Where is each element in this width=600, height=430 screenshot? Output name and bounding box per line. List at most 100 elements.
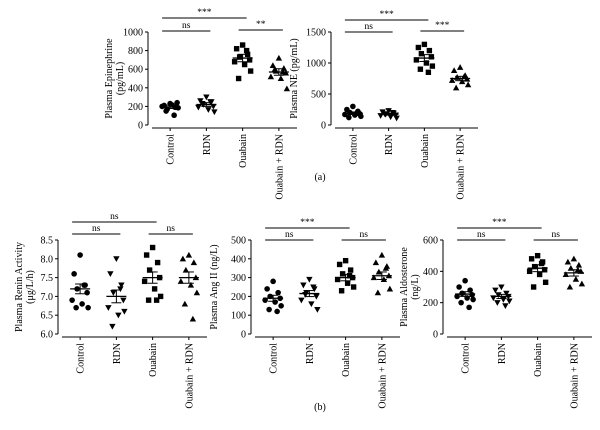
data-point bbox=[120, 297, 127, 304]
series-ouabain bbox=[526, 252, 549, 290]
data-point bbox=[157, 293, 164, 300]
series-control bbox=[454, 277, 476, 311]
significance-label: *** bbox=[492, 218, 507, 228]
significance-label: ns bbox=[360, 230, 369, 240]
data-point bbox=[538, 260, 545, 267]
category-label: Ouabain + RDN bbox=[274, 134, 285, 200]
data-point bbox=[387, 114, 394, 121]
data-point bbox=[372, 259, 380, 266]
data-point bbox=[117, 286, 124, 293]
y-tick-label: 1000 bbox=[306, 59, 326, 70]
data-point bbox=[264, 286, 270, 292]
data-point bbox=[174, 99, 180, 106]
series-ouabain bbox=[231, 42, 254, 82]
significance-label: ns bbox=[182, 21, 191, 31]
data-point bbox=[151, 286, 158, 292]
data-point bbox=[350, 103, 356, 110]
y-tick-label: 400 bbox=[231, 254, 246, 265]
data-point bbox=[241, 61, 248, 68]
data-point bbox=[107, 271, 114, 278]
y-tick-label: 300 bbox=[231, 273, 246, 284]
series-rdn bbox=[195, 94, 218, 116]
data-point bbox=[189, 315, 197, 322]
data-point bbox=[185, 251, 193, 258]
data-point bbox=[462, 277, 468, 284]
data-point bbox=[338, 288, 345, 294]
data-point bbox=[110, 290, 117, 296]
data-point bbox=[370, 274, 378, 281]
y-tick-label: 1000 bbox=[123, 28, 143, 39]
y-tick-label: 8.5 bbox=[41, 236, 54, 247]
significance-label: *** bbox=[300, 218, 315, 228]
data-point bbox=[385, 108, 392, 114]
data-point bbox=[530, 284, 537, 290]
y-tick-label: 600 bbox=[128, 65, 143, 76]
y-axis-label: Plasma Epinephrine(pg/mL) bbox=[104, 38, 126, 119]
series-control bbox=[69, 252, 91, 311]
data-point bbox=[572, 275, 580, 282]
y-tick-label: 0 bbox=[433, 330, 438, 341]
data-point bbox=[374, 289, 382, 296]
data-point bbox=[274, 308, 280, 315]
data-point bbox=[278, 303, 284, 309]
category-label: Ouabain bbox=[420, 134, 431, 168]
data-point bbox=[492, 287, 499, 294]
data-point bbox=[386, 285, 394, 292]
y-axis-label: Plasma Aldosterone(ng/L) bbox=[399, 247, 421, 327]
series-control bbox=[262, 278, 284, 315]
significance-label: *** bbox=[435, 21, 450, 31]
data-point bbox=[79, 301, 85, 307]
y-axis-label: Plasma Renin Activity(μg/L/h) bbox=[14, 242, 36, 332]
data-point bbox=[503, 290, 510, 297]
data-point bbox=[145, 297, 152, 303]
data-point bbox=[235, 75, 242, 82]
data-point bbox=[336, 261, 343, 268]
data-point bbox=[85, 304, 91, 311]
data-point bbox=[73, 304, 79, 311]
data-point bbox=[105, 305, 112, 311]
category-label: Ouabain bbox=[148, 343, 159, 377]
data-point bbox=[450, 67, 458, 73]
y-tick-label: 200 bbox=[128, 102, 143, 113]
data-point bbox=[426, 47, 433, 54]
data-point bbox=[109, 323, 116, 330]
data-point bbox=[84, 289, 90, 296]
data-point bbox=[346, 273, 353, 279]
data-point bbox=[266, 306, 272, 313]
significance-label: ns bbox=[110, 212, 119, 222]
y-tick-label: 7.5 bbox=[41, 273, 54, 284]
category-label: RDN bbox=[497, 343, 508, 364]
category-label: Control bbox=[348, 134, 359, 165]
data-point bbox=[308, 301, 315, 308]
data-point bbox=[456, 64, 464, 70]
data-point bbox=[211, 109, 218, 116]
data-point bbox=[143, 252, 150, 258]
series-ouabain-rdn bbox=[177, 251, 201, 322]
series-ouabain bbox=[334, 257, 357, 294]
data-point bbox=[314, 307, 321, 313]
data-point bbox=[429, 63, 436, 69]
data-point bbox=[502, 303, 509, 309]
data-point bbox=[270, 278, 276, 285]
data-point bbox=[425, 69, 432, 75]
category-label: Control bbox=[461, 343, 472, 374]
data-point bbox=[298, 297, 305, 304]
data-point bbox=[193, 289, 201, 296]
y-tick-label: 600 bbox=[423, 236, 438, 247]
category-label: RDN bbox=[112, 343, 123, 364]
data-point bbox=[382, 265, 390, 271]
data-point bbox=[423, 60, 430, 66]
data-point bbox=[154, 259, 161, 266]
data-point bbox=[413, 57, 420, 63]
category-label: RDN bbox=[305, 343, 316, 364]
series-ouabain-rdn bbox=[370, 251, 394, 296]
data-point bbox=[121, 308, 128, 315]
significance-label: ns bbox=[477, 230, 486, 240]
y-tick-label: 8.0 bbox=[41, 254, 54, 265]
significance-label: ns bbox=[92, 224, 101, 234]
data-point bbox=[190, 259, 198, 266]
panel-label-b: (b) bbox=[314, 402, 326, 413]
data-point bbox=[205, 107, 212, 113]
